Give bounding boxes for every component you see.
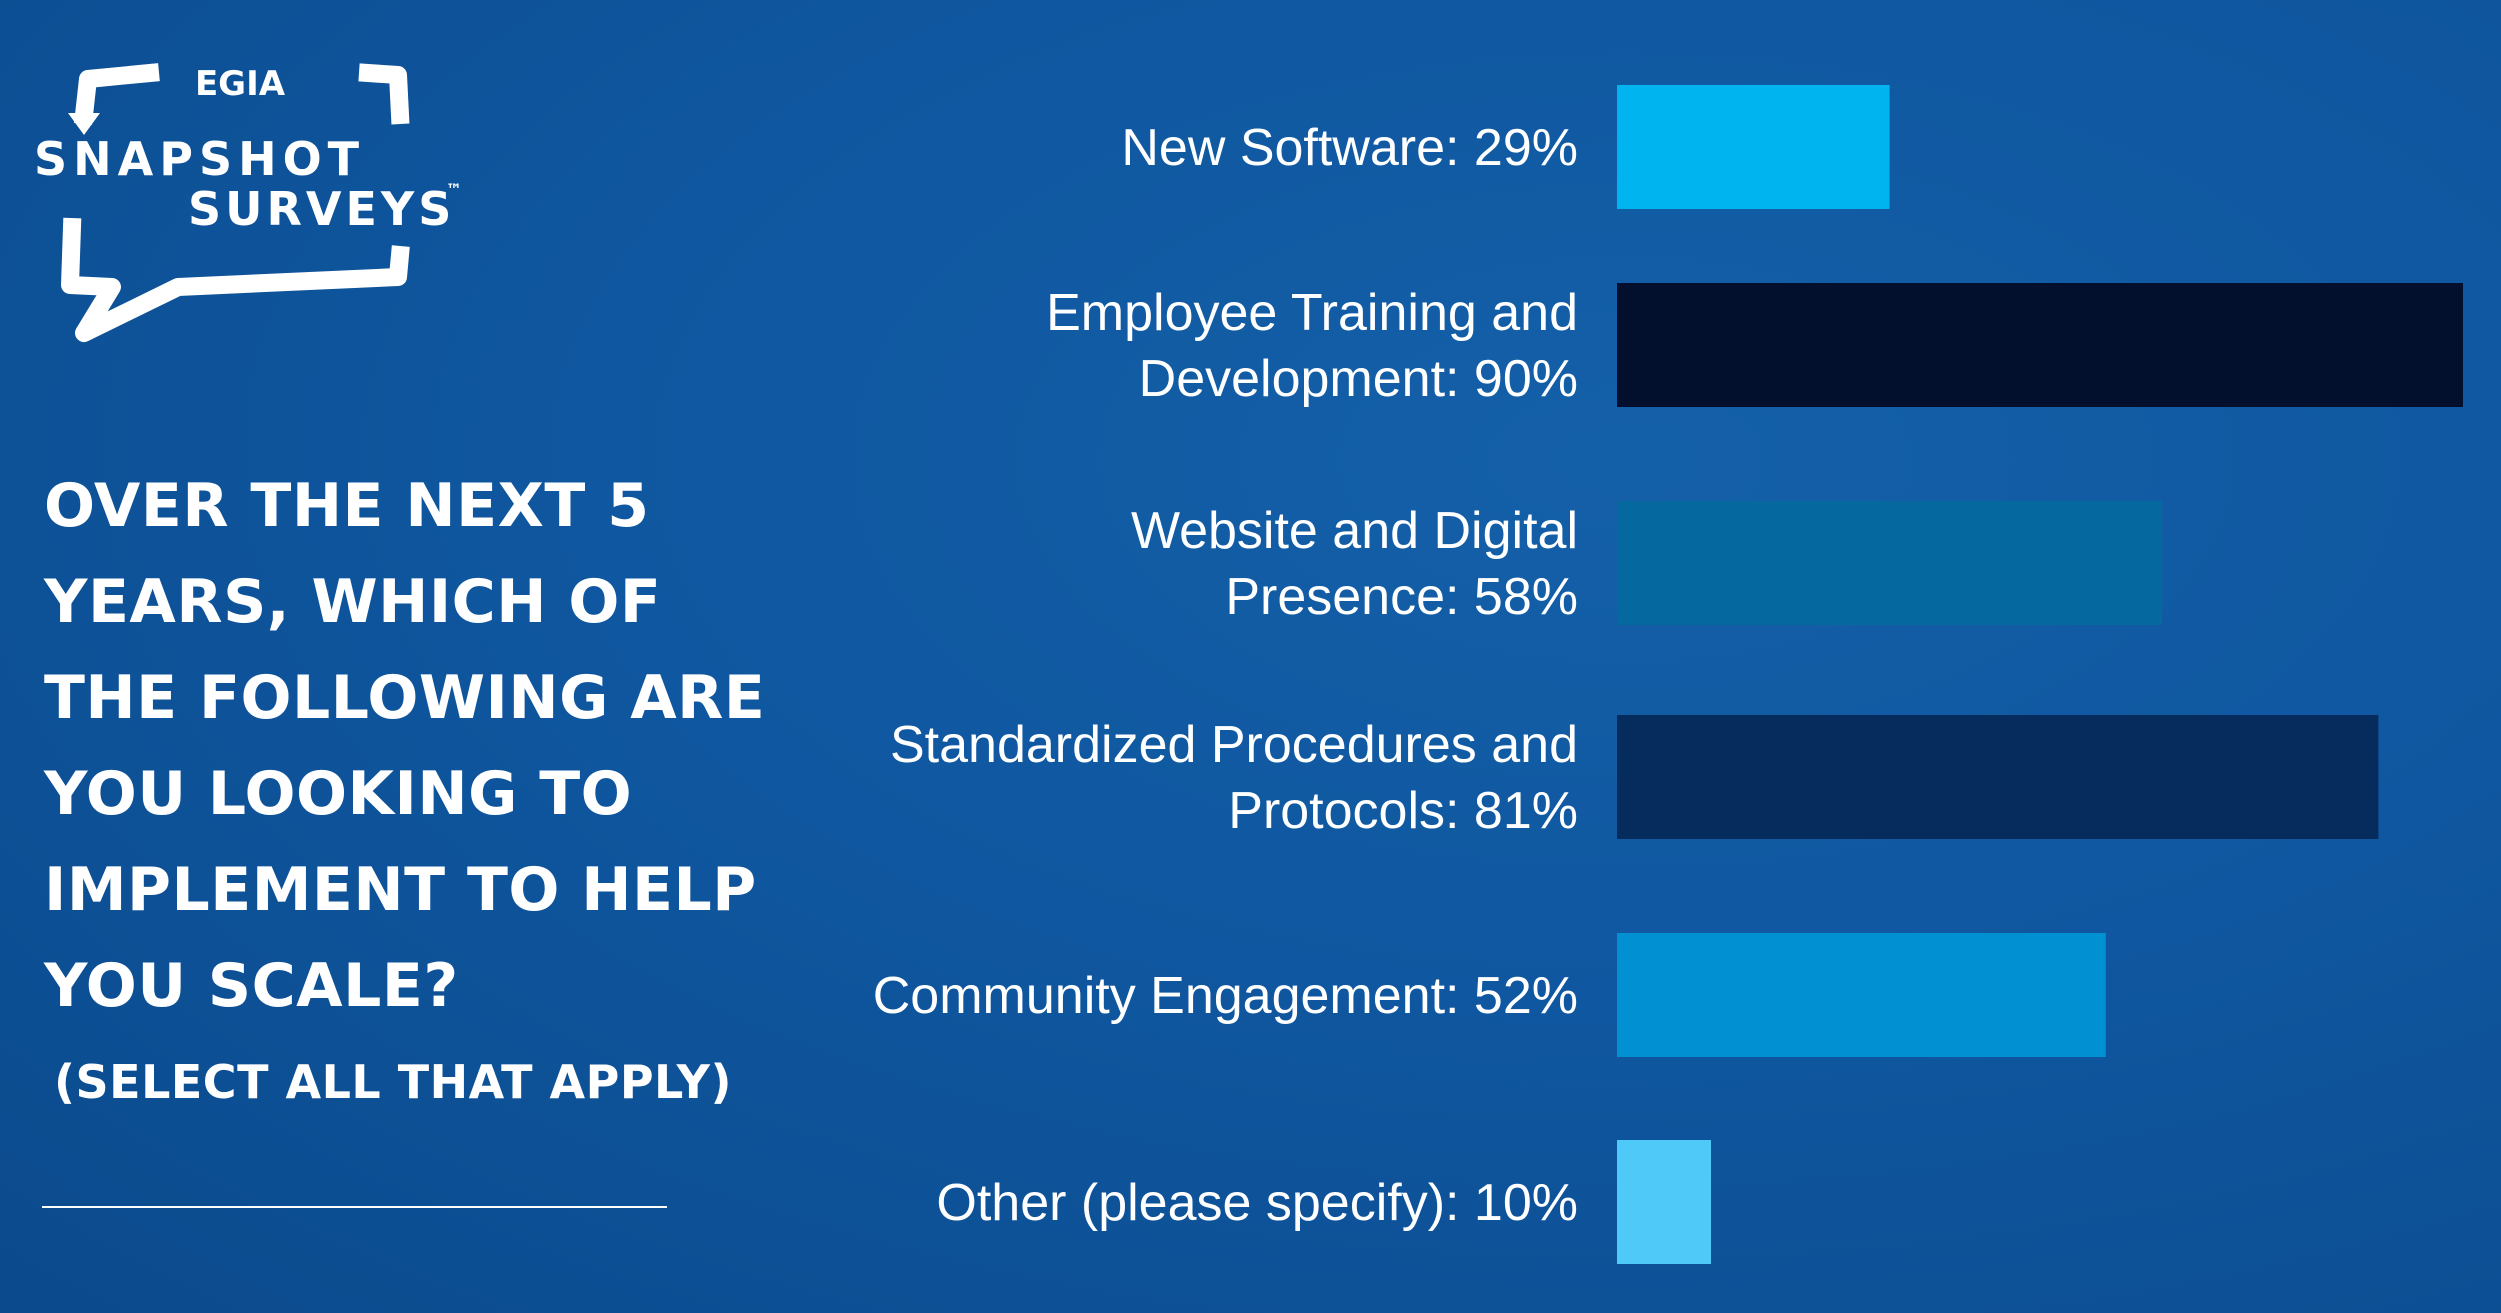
bar-label-3-line-2: Presence: 58%	[1225, 568, 1578, 626]
bar-label-4-line-2: Protocols: 81%	[1228, 782, 1578, 840]
bar-label-4-line-1: Standardized Procedures and	[890, 716, 1578, 774]
bar-3	[1617, 501, 2163, 625]
logo-surveys-text: SURVEYS	[188, 182, 455, 236]
logo-egia-text: EGIA	[195, 64, 286, 104]
survey-question: OVER THE NEXT 5 YEARS, WHICH OF THE FOLL…	[44, 471, 766, 1021]
select-all-instruction: (SELECT ALL THAT APPLY)	[54, 1055, 733, 1109]
divider-line	[42, 1206, 667, 1208]
bar-2	[1617, 283, 2463, 407]
egia-snapshot-surveys-logo: EGIA SNAPSHOT SURVEYS ™	[28, 55, 498, 355]
logo-snapshot-text: SNAPSHOT	[34, 132, 365, 186]
bar-5	[1617, 933, 2106, 1057]
bar-label-3-line-1: Website and Digital	[1131, 502, 1578, 560]
bar-label-2-line-1: Employee Training and	[1046, 284, 1578, 342]
bar-label-6: Other (please specify): 10%	[936, 1174, 1578, 1232]
bar-label-1: New Software: 29%	[1121, 119, 1578, 177]
logo-tm-text: ™	[446, 180, 462, 199]
bar-4	[1617, 715, 2379, 839]
bar-label-5: Community Engagement: 52%	[873, 967, 1578, 1025]
bar-label-2-line-2: Development: 90%	[1139, 350, 1578, 408]
bar-1	[1617, 85, 1890, 209]
bar-6	[1617, 1140, 1711, 1264]
speech-bubble-logo-icon: EGIA SNAPSHOT SURVEYS ™	[34, 63, 462, 342]
